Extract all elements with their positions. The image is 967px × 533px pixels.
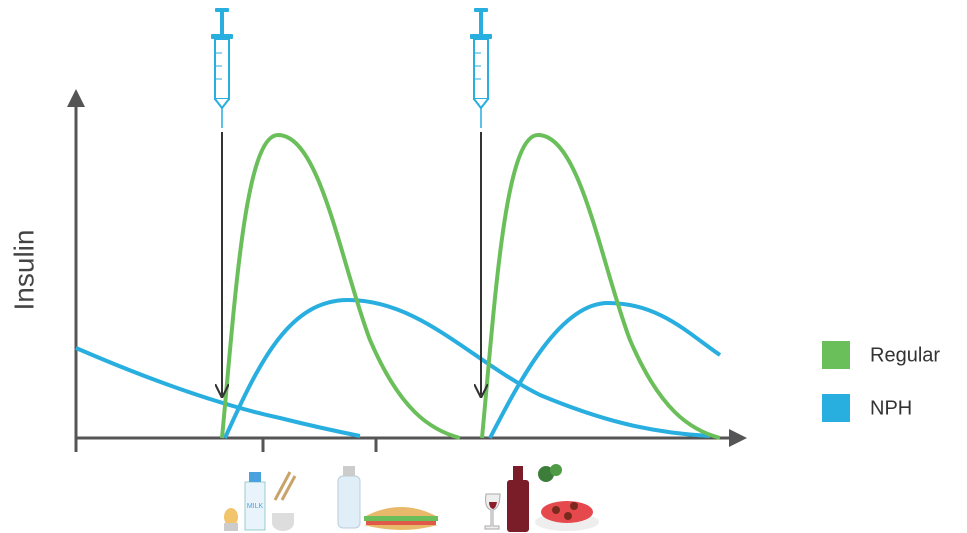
lunch-icon	[338, 466, 438, 530]
milk-label: MILK	[247, 503, 264, 510]
regular-curve	[482, 135, 720, 438]
legend-label: Regular	[870, 344, 940, 366]
syringe-icon	[211, 8, 233, 128]
nph-curve	[76, 348, 360, 436]
syringe-icon	[470, 8, 492, 128]
legend-swatch	[822, 394, 850, 422]
breakfast-icon: MILK	[224, 472, 295, 531]
diagram: Insulin MILK Regular NPH	[0, 0, 967, 533]
y-axis-label: Insulin	[8, 230, 39, 311]
legend-swatch	[822, 341, 850, 369]
nph-curve	[225, 300, 710, 438]
dinner-icon	[485, 464, 599, 532]
regular-curve	[222, 135, 460, 438]
legend-label: NPH	[870, 397, 912, 419]
